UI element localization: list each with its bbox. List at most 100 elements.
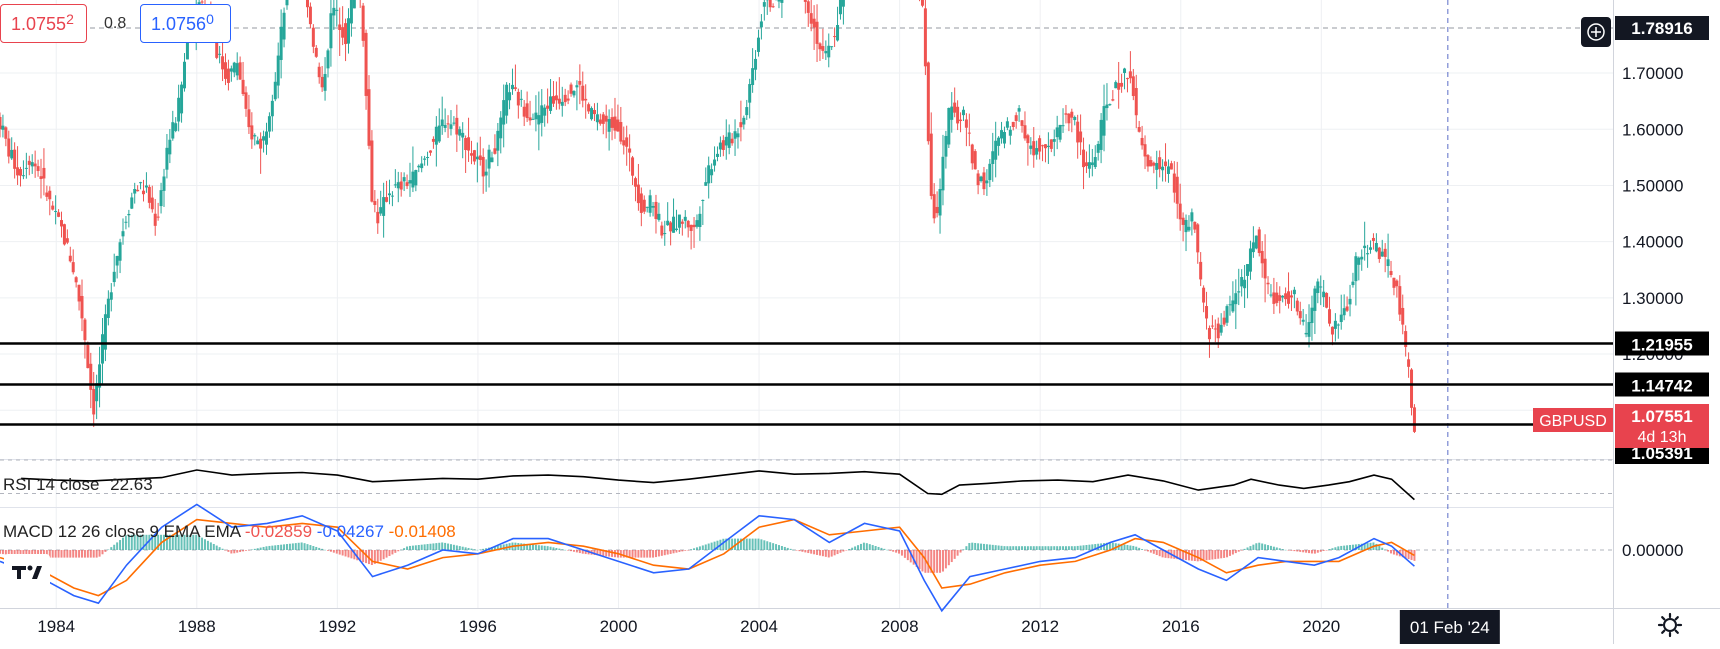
candle-body	[944, 136, 947, 157]
macd-histogram-bar	[251, 549, 253, 550]
macd-histogram-bar	[977, 543, 979, 550]
macd-histogram-bar	[424, 544, 426, 550]
candle	[250, 112, 253, 149]
candle	[722, 135, 725, 156]
bid-price-box[interactable]: 1.07552	[0, 4, 87, 43]
candle-body	[174, 123, 177, 131]
candle	[1035, 141, 1038, 160]
macd-histogram-bar	[318, 548, 320, 550]
candle	[447, 115, 450, 138]
candle	[75, 276, 78, 287]
candle-body	[250, 125, 253, 139]
candle-body	[570, 85, 573, 94]
candle	[927, 62, 930, 145]
candle-body	[388, 193, 391, 195]
candle-body	[1126, 78, 1129, 79]
macd-histogram-bar	[1340, 546, 1342, 550]
candle-body	[160, 190, 163, 206]
macd-signal-value: -0.01408	[389, 522, 456, 541]
candle-body	[350, 0, 353, 23]
rsi-legend[interactable]: RSI 14 close 22.63	[3, 475, 153, 495]
candle	[1237, 269, 1240, 305]
candle	[63, 224, 66, 246]
macd-histogram-bar	[1387, 550, 1389, 552]
candle	[145, 172, 148, 193]
macd-histogram-bar	[342, 550, 344, 556]
candle-body	[1360, 257, 1363, 260]
add-price-alert-button[interactable]	[1581, 17, 1611, 47]
candle-body	[1346, 306, 1349, 310]
macd-histogram-bar	[1261, 544, 1263, 550]
candle-body	[470, 153, 473, 155]
macd-histogram-bar	[248, 550, 250, 551]
macd-histogram-bar	[90, 550, 92, 558]
candle	[244, 86, 247, 117]
candle-body	[1290, 295, 1293, 297]
candle-body	[1228, 304, 1231, 305]
macd-histogram-bar	[1244, 549, 1246, 550]
macd-histogram-bar	[1217, 550, 1219, 559]
candle	[836, 7, 839, 42]
candle	[376, 199, 379, 234]
macd-histogram-bar	[271, 546, 273, 550]
candle	[493, 134, 496, 154]
macd-histogram-bar	[1003, 546, 1005, 550]
macd-histogram-bar	[321, 549, 323, 550]
tradingview-logo[interactable]	[4, 554, 50, 590]
candle-body	[523, 107, 526, 117]
macd-histogram-bar	[989, 545, 991, 550]
macd-histogram-bar	[927, 550, 929, 573]
macd-histogram-bar	[345, 550, 347, 556]
candle-body	[710, 169, 713, 175]
macd-histogram-bar	[1241, 550, 1243, 551]
candle-body	[962, 110, 965, 115]
macd-histogram-bar	[1232, 550, 1234, 555]
macd-histogram-bar	[711, 543, 713, 550]
candle	[1094, 145, 1097, 169]
candle-body	[681, 222, 684, 224]
macd-histogram-bar	[58, 550, 60, 558]
candle	[1211, 315, 1214, 329]
macd-histogram-bar	[397, 550, 399, 551]
candle	[652, 202, 655, 216]
candle	[1041, 145, 1044, 161]
candle-body	[684, 217, 687, 221]
candle	[1349, 285, 1352, 316]
candle	[174, 117, 177, 132]
candle	[695, 214, 698, 228]
macd-histogram-bar	[678, 550, 680, 552]
candle	[236, 52, 239, 80]
macd-histogram-bar	[535, 545, 537, 550]
candle	[608, 109, 611, 150]
macd-histogram-bar	[693, 548, 695, 550]
macd-line-value: -0.04267	[317, 522, 384, 541]
candle-body	[142, 191, 145, 194]
candle-body	[1369, 247, 1372, 249]
macd-histogram-bar	[538, 545, 540, 550]
candle	[631, 156, 634, 185]
macd-histogram-bar	[699, 546, 701, 550]
chart-settings-button[interactable]	[1656, 611, 1684, 639]
candle	[406, 175, 409, 189]
candle	[1390, 261, 1393, 277]
macd-histogram-bar	[552, 547, 554, 550]
candle	[1032, 127, 1035, 168]
candle-body	[1085, 162, 1088, 166]
candle-body	[1155, 163, 1158, 170]
candle	[818, 42, 821, 61]
candle	[1129, 51, 1132, 83]
macd-histogram-bar	[1378, 546, 1380, 550]
candle-body	[1097, 144, 1100, 153]
candle	[1108, 103, 1111, 106]
candle-body	[165, 148, 168, 170]
horizontal-levels[interactable]	[0, 344, 1613, 425]
macd-histogram-bar	[441, 542, 443, 550]
ask-price-box[interactable]: 1.07560	[140, 4, 231, 43]
macd-histogram-bar	[1308, 550, 1310, 553]
candle-body	[379, 207, 382, 213]
macd-histogram-bar	[236, 550, 238, 553]
macd-legend[interactable]: MACD 12 26 close 9 EMA EMA -0.02859 -0.0…	[3, 522, 456, 542]
candle	[435, 116, 438, 166]
